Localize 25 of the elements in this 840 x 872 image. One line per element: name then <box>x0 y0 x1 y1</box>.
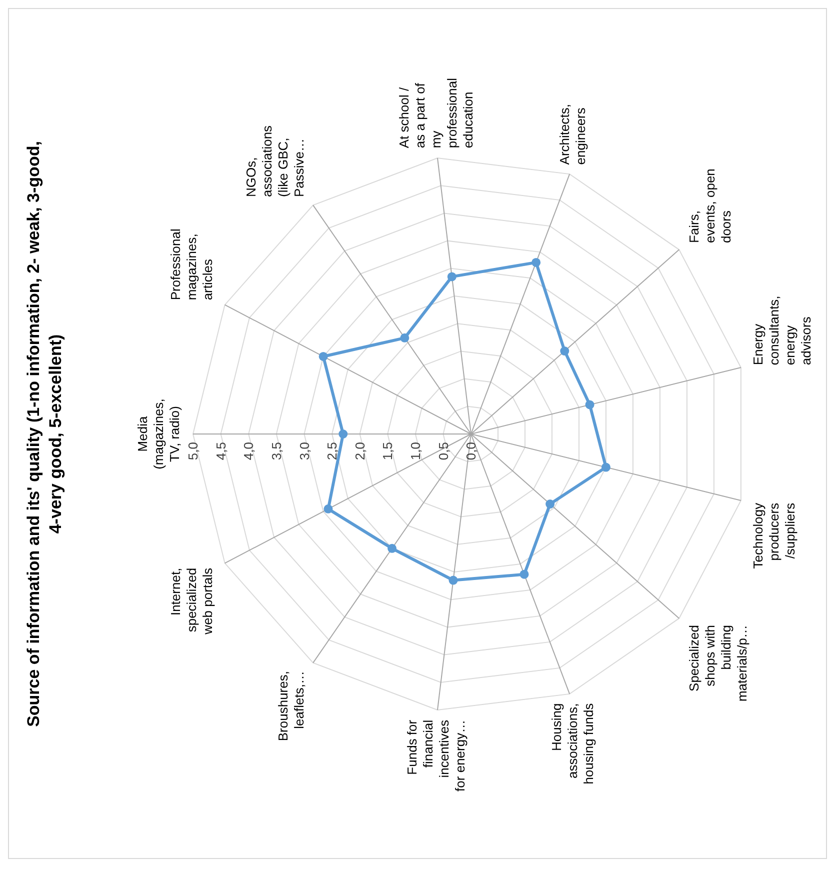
text: Source of information and its' quality (1-no information, 2- weak, 3-good, 4-very good, 5-excellent) <box>24 141 65 727</box>
y-tick-label: 1,5 <box>380 442 396 460</box>
y-tick-label: 2,0 <box>352 442 368 460</box>
spoke-label: Specialized shops with building materials/p… <box>686 624 750 702</box>
spoke-label: Broushures, leaflets,… <box>275 671 306 742</box>
y-tick-label: 2,5 <box>324 442 340 460</box>
spoke-label: Media (magazines, TV, radio) <box>135 398 182 470</box>
spoke-label: Energy consultants, energy advisors <box>750 296 814 366</box>
y-tick-label: 1,0 <box>408 442 423 460</box>
spoke-label: NGOs, associations (like GBC, Passive… <box>243 124 306 197</box>
spoke-label: Professional magazines, articles <box>168 228 215 300</box>
spoke-label: Internet, specialized web portals <box>168 567 215 636</box>
y-tick-label: 4,5 <box>213 442 228 460</box>
spoke-label: Housing associations, housing funds <box>549 702 596 784</box>
spoke-label: Funds for financial incentives for energy… <box>404 719 468 792</box>
spoke-label: Architects, engineers <box>557 104 588 165</box>
spoke-label: Technology producers /suppliers <box>750 502 798 569</box>
y-tick-label: 5,0 <box>186 442 201 460</box>
y-tick-label: 3,5 <box>268 442 284 460</box>
y-tick-label: 0,5 <box>436 442 451 460</box>
y-tick-label: 3,0 <box>296 442 312 460</box>
y-tick-label: 0,0 <box>464 442 479 460</box>
y-tick-label: 4,0 <box>241 442 256 460</box>
spoke-label: Fairs, events, open doors <box>686 168 734 244</box>
spoke-label: At school / as a part of my professional education <box>396 78 476 148</box>
